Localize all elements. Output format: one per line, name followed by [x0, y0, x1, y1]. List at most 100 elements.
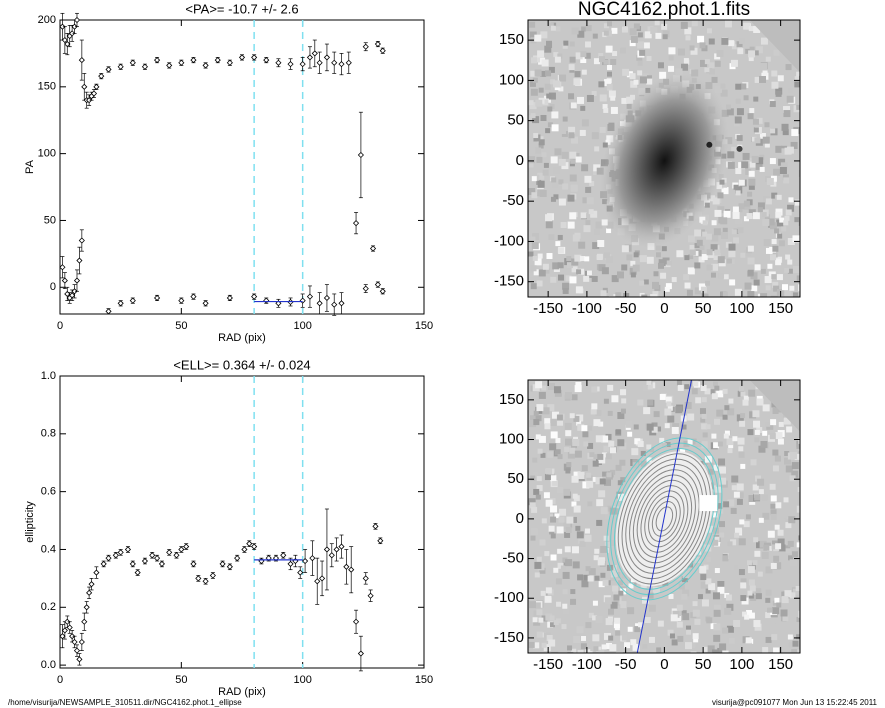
noise-pixel	[659, 71, 667, 79]
noise-pixel	[702, 646, 708, 652]
noise-pixel	[592, 615, 598, 621]
noise-pixel	[546, 93, 552, 99]
noise-pixel	[581, 465, 588, 472]
noise-pixel	[753, 127, 759, 133]
noise-pixel	[571, 648, 577, 653]
y-axis-label: ellipticity	[24, 501, 36, 543]
noise-pixel	[732, 206, 739, 213]
noise-pixel	[577, 649, 584, 653]
noise-pixel	[706, 28, 712, 34]
noise-pixel	[784, 590, 792, 598]
noise-pixel	[672, 423, 680, 431]
y-tick-label: 200	[38, 14, 56, 26]
noise-pixel	[594, 548, 600, 554]
noise-pixel	[782, 284, 789, 291]
noise-pixel	[756, 117, 763, 124]
noise-pixel	[774, 524, 780, 530]
noise-pixel	[577, 30, 585, 38]
point	[234, 555, 241, 562]
noise-pixel	[575, 286, 583, 294]
y-tick-label: 0.6	[41, 486, 56, 498]
noise-pixel	[713, 228, 721, 236]
noise-pixel	[659, 437, 665, 443]
noise-pixel	[748, 209, 756, 217]
noise-pixel	[680, 21, 688, 29]
noise-pixel	[535, 381, 543, 389]
noise-pixel	[785, 548, 791, 554]
noise-pixel	[646, 423, 654, 431]
noise-pixel	[781, 591, 787, 597]
noise-pixel	[543, 492, 550, 499]
noise-pixel	[729, 279, 736, 286]
noise-pixel	[747, 191, 753, 197]
y-tick-label: 50	[507, 112, 524, 129]
noise-pixel	[644, 617, 651, 624]
noise-pixel	[536, 485, 543, 492]
noise-pixel	[603, 252, 610, 259]
noise-pixel	[596, 253, 603, 260]
noise-pixel	[647, 592, 654, 599]
noise-pixel	[670, 614, 678, 622]
noise-pixel	[589, 452, 595, 458]
noise-pixel	[583, 574, 590, 581]
noise-pixel	[734, 217, 742, 225]
noise-pixel	[684, 27, 692, 35]
noise-pixel	[538, 143, 544, 149]
noise-pixel	[733, 491, 740, 498]
noise-pixel	[690, 47, 698, 55]
noise-pixel	[650, 26, 658, 34]
noise-pixel	[602, 104, 608, 110]
noise-pixel	[796, 71, 800, 77]
noise-pixel	[769, 158, 776, 165]
noise-pixel	[771, 70, 778, 77]
noise-pixel	[779, 217, 785, 223]
point	[149, 552, 156, 559]
noise-pixel	[582, 481, 590, 489]
noise-pixel	[643, 407, 651, 415]
noise-pixel	[636, 54, 643, 61]
footer-left: /home/visurija/NEWSAMPLE_310511.dir/NGC4…	[8, 698, 242, 707]
noise-pixel	[580, 57, 587, 64]
noise-pixel	[788, 516, 796, 524]
noise-pixel	[551, 177, 557, 183]
noise-pixel	[528, 162, 534, 168]
noise-pixel	[744, 282, 752, 290]
noise-pixel	[630, 35, 638, 43]
noise-pixel	[756, 398, 764, 406]
noise-pixel	[762, 430, 768, 436]
noise-pixel	[716, 182, 724, 190]
noise-pixel	[557, 53, 563, 59]
noise-pixel	[557, 454, 563, 460]
noise-pixel	[548, 382, 556, 390]
noise-pixel	[780, 162, 788, 170]
noise-pixel	[581, 69, 587, 75]
noise-pixel	[666, 23, 672, 29]
point	[362, 43, 369, 50]
noise-pixel	[789, 592, 796, 599]
noise-pixel	[564, 546, 571, 553]
noise-pixel	[770, 175, 777, 182]
noise-pixel	[775, 502, 782, 509]
noise-pixel	[798, 535, 800, 541]
noise-pixel	[694, 262, 701, 269]
noise-pixel	[691, 69, 699, 77]
noise-pixel	[530, 70, 537, 77]
noise-pixel	[554, 389, 562, 397]
noise-pixel	[550, 554, 557, 561]
x-tick-label: -150	[533, 300, 563, 317]
noise-pixel	[632, 643, 640, 651]
noise-pixel	[550, 475, 557, 482]
noise-pixel	[592, 600, 598, 606]
noise-pixel	[613, 622, 620, 629]
noise-pixel	[603, 107, 609, 113]
noise-pixel	[740, 595, 747, 602]
noise-pixel	[753, 420, 761, 428]
noise-pixel	[733, 237, 740, 244]
noise-pixel	[602, 142, 608, 148]
noise-pixel	[620, 408, 626, 414]
noise-pixel	[533, 419, 540, 426]
noise-pixel	[747, 257, 755, 265]
point	[81, 83, 88, 90]
noise-pixel	[695, 441, 702, 448]
noise-pixel	[775, 90, 782, 97]
